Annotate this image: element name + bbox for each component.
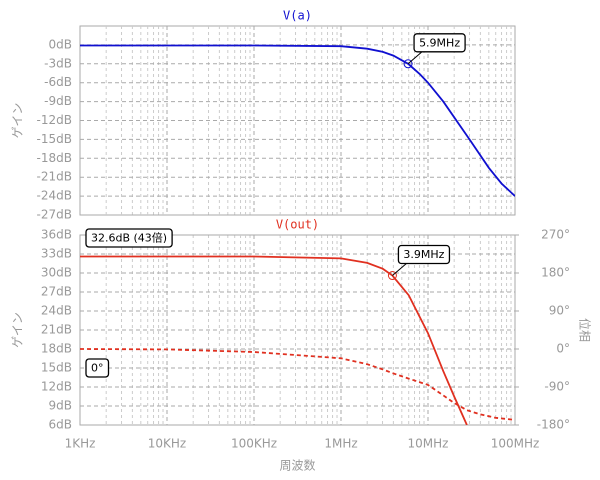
annotation-text: 5.9MHz: [419, 36, 460, 49]
y2-axis-label: 位相: [578, 318, 593, 342]
y-tick-label: 36dB: [41, 228, 72, 242]
y-tick-label: -21dB: [37, 170, 72, 184]
annotation-leader: [392, 263, 407, 276]
y-tick-label: 24dB: [41, 304, 72, 318]
x-tick-label: 100MHz: [491, 437, 540, 451]
y-tick-label: -3dB: [44, 56, 72, 70]
y-tick-label: 6dB: [49, 418, 72, 432]
annotation-marker: [387, 271, 397, 281]
y-axis-label: ゲイン: [11, 312, 25, 348]
y-tick-label: 15dB: [41, 361, 72, 375]
y2-tick-label: 0°: [556, 342, 570, 356]
annotation-box: [397, 244, 451, 265]
annotation-text: 0°: [91, 362, 104, 375]
chart-title: V(a): [283, 9, 312, 23]
y-tick-label: 30dB: [41, 266, 72, 280]
y-tick-label: -6dB: [44, 75, 72, 89]
annotation-text: 32.6dB (43倍): [91, 231, 167, 245]
x-tick-label: 10KHz: [148, 437, 186, 451]
x-tick-label: 1KHz: [65, 437, 96, 451]
plot-area: [80, 255, 515, 425]
trace: [80, 255, 468, 425]
y-tick-label: -9dB: [44, 94, 72, 108]
annotation-marker: [403, 59, 413, 69]
trace: [80, 348, 515, 421]
y-tick-label: 9dB: [49, 399, 72, 413]
x-tick-label: 100KHz: [231, 437, 277, 451]
y-axis-label: ゲイン: [11, 103, 25, 139]
annotation-box: [413, 33, 466, 53]
trace: [80, 44, 515, 197]
y-tick-label: -27dB: [37, 208, 72, 222]
y2-tick-label: 90°: [549, 304, 570, 318]
y-tick-label: 0dB: [49, 37, 72, 51]
y-tick-label: -15dB: [37, 132, 72, 146]
annotation-box: [85, 228, 173, 248]
y2-tick-label: -180°: [537, 418, 570, 432]
y-tick-label: -12dB: [37, 113, 72, 127]
annotation-box: [85, 358, 110, 378]
y2-tick-label: -90°: [544, 380, 570, 394]
y-tick-label: 21dB: [41, 323, 72, 337]
annotation-leader: [407, 51, 423, 65]
x-tick-label: 1MHz: [324, 437, 357, 451]
plot-area: [80, 44, 515, 197]
y2-tick-label: 270°: [541, 228, 570, 242]
y-tick-label: 33dB: [41, 247, 72, 261]
x-tick-label: 10MHz: [408, 437, 449, 451]
y-tick-label: -24dB: [37, 189, 72, 203]
y2-tick-label: 180°: [541, 266, 570, 280]
chart-title: V(out): [276, 218, 319, 232]
annotation-text: 3.9MHz: [403, 248, 444, 261]
y-tick-label: -18dB: [37, 151, 72, 165]
y-tick-label: 27dB: [41, 285, 72, 299]
y-tick-label: 12dB: [41, 380, 72, 394]
x-axis-label: 周波数: [279, 458, 315, 473]
y-tick-label: 18dB: [41, 342, 72, 356]
